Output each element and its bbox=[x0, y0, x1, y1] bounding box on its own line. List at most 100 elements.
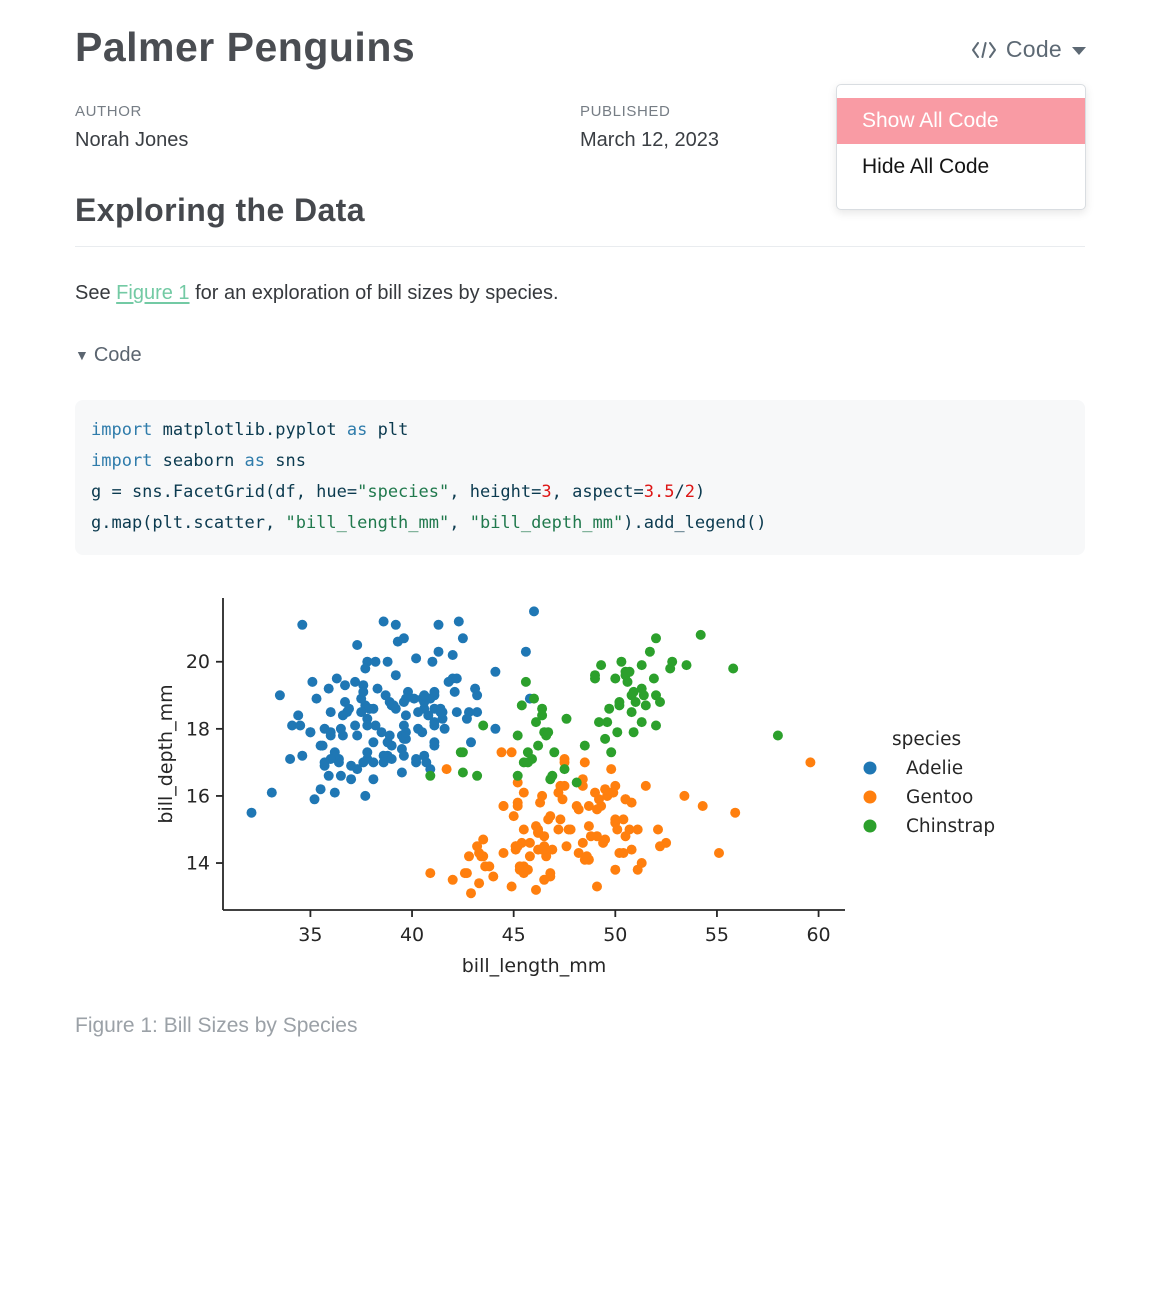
code-line: g = sns.FacetGrid(df, hue="species", hei… bbox=[91, 482, 706, 502]
data-point-gentoo bbox=[464, 851, 474, 862]
data-point-adelie bbox=[274, 690, 285, 701]
data-point-chinstrap bbox=[728, 663, 739, 674]
data-point-gentoo bbox=[555, 814, 566, 825]
data-point-adelie bbox=[520, 646, 531, 657]
data-point-gentoo bbox=[425, 868, 436, 879]
axis-text: 20 bbox=[186, 651, 210, 673]
data-point-chinstrap bbox=[559, 764, 570, 775]
data-point-adelie bbox=[400, 710, 411, 721]
data-point-gentoo bbox=[608, 787, 619, 798]
data-point-gentoo bbox=[606, 764, 617, 775]
axis-text: 40 bbox=[400, 924, 424, 946]
data-point-adelie bbox=[311, 693, 322, 704]
data-point-adelie bbox=[457, 633, 468, 644]
data-point-chinstrap bbox=[512, 770, 523, 781]
data-point-adelie bbox=[337, 710, 348, 721]
data-point-chinstrap bbox=[636, 717, 647, 728]
data-point-gentoo bbox=[537, 790, 548, 801]
data-point-gentoo bbox=[620, 831, 631, 842]
data-point-gentoo bbox=[805, 757, 816, 768]
data-point-adelie bbox=[293, 710, 304, 721]
data-point-gentoo bbox=[474, 848, 485, 858]
axis-text: 35 bbox=[298, 924, 322, 946]
data-point-chinstrap bbox=[531, 717, 541, 728]
data-point-adelie bbox=[449, 686, 460, 697]
data-point-adelie bbox=[287, 720, 298, 731]
data-point-gentoo bbox=[697, 801, 708, 811]
data-point-gentoo bbox=[474, 878, 485, 889]
data-point-adelie bbox=[451, 673, 462, 684]
data-point-adelie bbox=[419, 690, 430, 701]
data-point-gentoo bbox=[506, 747, 517, 758]
data-point-adelie bbox=[372, 683, 383, 694]
axis-text: 50 bbox=[603, 924, 627, 946]
data-point-adelie bbox=[429, 686, 440, 697]
data-point-adelie bbox=[331, 673, 342, 684]
data-point-adelie bbox=[447, 650, 458, 660]
data-point-adelie bbox=[340, 680, 350, 691]
code-line: g.map(plt.scatter, "bill_length_mm", "bi… bbox=[91, 513, 767, 533]
data-point-gentoo bbox=[640, 780, 651, 791]
data-point-gentoo bbox=[498, 801, 509, 811]
caret-down-icon bbox=[1072, 47, 1086, 55]
data-point-chinstrap bbox=[651, 720, 661, 731]
data-point-adelie bbox=[325, 730, 336, 741]
data-point-chinstrap bbox=[626, 690, 637, 701]
data-point-gentoo bbox=[612, 824, 623, 835]
data-point-adelie bbox=[352, 640, 363, 650]
data-point-chinstrap bbox=[529, 693, 539, 704]
body-paragraph: See Figure 1 for an exploration of bill … bbox=[75, 282, 559, 305]
data-point-gentoo bbox=[545, 868, 556, 879]
data-point-chinstrap bbox=[545, 774, 556, 785]
data-point-adelie bbox=[421, 757, 432, 768]
data-point-adelie bbox=[386, 754, 397, 764]
data-point-chinstrap bbox=[616, 656, 627, 667]
data-point-gentoo bbox=[653, 824, 663, 835]
data-point-gentoo bbox=[539, 831, 550, 842]
data-point-gentoo bbox=[531, 884, 541, 895]
data-point-adelie bbox=[400, 693, 411, 704]
published-value: March 12, 2023 bbox=[580, 129, 719, 151]
data-point-gentoo bbox=[537, 844, 548, 855]
code-block[interactable]: import matplotlib.pyplot as plt import se… bbox=[75, 400, 1085, 555]
menu-item-hide-all-code[interactable]: Hide All Code bbox=[862, 155, 990, 178]
code-line: import matplotlib.pyplot as plt bbox=[91, 420, 409, 440]
x-axis-label: bill_length_mm bbox=[462, 955, 606, 977]
data-point-gentoo bbox=[626, 797, 637, 808]
data-point-chinstrap bbox=[425, 770, 436, 781]
data-point-adelie bbox=[319, 723, 330, 734]
axis-text: 18 bbox=[186, 718, 210, 740]
data-point-chinstrap bbox=[640, 700, 651, 711]
data-point-adelie bbox=[390, 619, 401, 630]
data-point-gentoo bbox=[571, 801, 582, 811]
data-point-gentoo bbox=[553, 787, 564, 798]
code-fold-toggle[interactable]: ▼ Code bbox=[75, 344, 142, 367]
data-point-adelie bbox=[472, 707, 483, 718]
data-point-adelie bbox=[470, 683, 481, 694]
data-point-gentoo bbox=[447, 874, 458, 885]
code-line: import seaborn as sns bbox=[91, 451, 306, 471]
data-point-adelie bbox=[358, 757, 369, 768]
data-point-chinstrap bbox=[472, 770, 483, 781]
data-point-adelie bbox=[429, 740, 440, 751]
data-point-adelie bbox=[350, 676, 361, 687]
data-point-chinstrap bbox=[772, 730, 783, 741]
data-point-adelie bbox=[417, 727, 428, 738]
data-point-chinstrap bbox=[457, 767, 468, 778]
data-point-chinstrap bbox=[604, 703, 615, 714]
data-point-chinstrap bbox=[522, 747, 533, 758]
data-point-gentoo bbox=[583, 801, 594, 811]
data-point-adelie bbox=[490, 666, 501, 677]
menu-item-show-all-code[interactable]: Show All Code bbox=[837, 98, 1085, 144]
code-dropdown-label: Code bbox=[1005, 36, 1062, 62]
data-point-adelie bbox=[325, 707, 336, 718]
data-point-chinstrap bbox=[590, 670, 600, 681]
data-point-adelie bbox=[443, 676, 454, 687]
data-point-chinstrap bbox=[600, 733, 611, 744]
data-point-gentoo bbox=[508, 811, 519, 822]
data-point-gentoo bbox=[506, 881, 517, 892]
legend-label-chinstrap: Chinstrap bbox=[906, 816, 995, 837]
data-point-adelie bbox=[323, 683, 334, 694]
code-dropdown-button[interactable]: Code bbox=[971, 36, 1086, 63]
figure-1-link[interactable]: Figure 1 bbox=[116, 282, 190, 304]
